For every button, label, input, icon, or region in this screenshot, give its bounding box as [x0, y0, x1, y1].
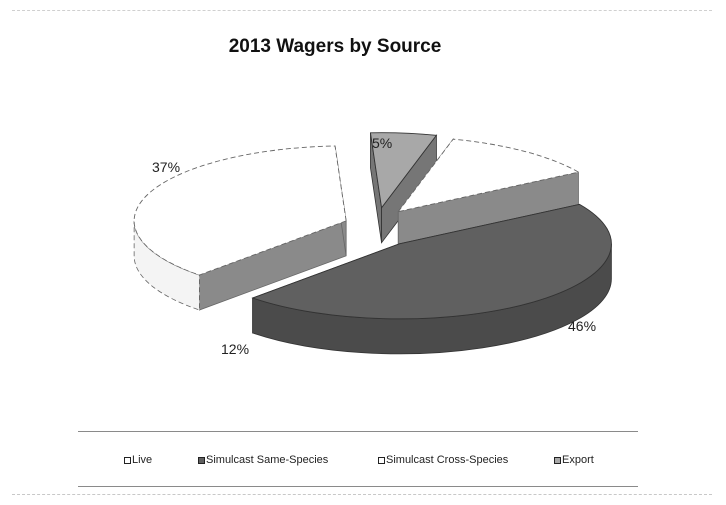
slice-top-export — [369, 132, 438, 209]
slice-label-cross-species: 37% — [152, 159, 180, 175]
legend-label-cross-species: Simulcast Cross-Species — [386, 454, 509, 466]
legend-swatch-export — [554, 456, 561, 464]
legend-swatch-cross-species — [378, 456, 385, 464]
legend-label-live: Live — [132, 454, 153, 466]
pie-slices — [133, 132, 612, 355]
slice-label-same-species: 46% — [568, 318, 596, 334]
legend-item-cross-species: Simulcast Cross-Species — [378, 454, 508, 466]
legend-item-same-species: Simulcast Same-Species — [198, 454, 328, 466]
chart-frame — [12, 10, 712, 495]
slice-side-cross-species-0 — [133, 220, 200, 311]
legend-item-export: Export — [554, 454, 594, 466]
legend-label-export: Export — [562, 454, 594, 466]
slice-label-live: 12% — [221, 341, 249, 357]
slice-top-same-species — [251, 203, 612, 320]
legend-item-live: Live — [124, 454, 152, 466]
pie-chart: 5% 37% 46% 12% — [133, 132, 612, 357]
slice-label-export: 5% — [372, 135, 392, 151]
legend-label-same-species: Simulcast Same-Species — [206, 454, 329, 466]
chart-legend: Live Simulcast Same-Species Simulcast Cr… — [78, 431, 638, 487]
legend-swatch-live — [124, 456, 131, 464]
legend-swatch-same-species — [198, 456, 205, 464]
chart-title: 2013 Wagers by Source — [228, 36, 442, 57]
slice-top-live — [397, 138, 580, 213]
slice-top-cross-species — [133, 145, 347, 276]
